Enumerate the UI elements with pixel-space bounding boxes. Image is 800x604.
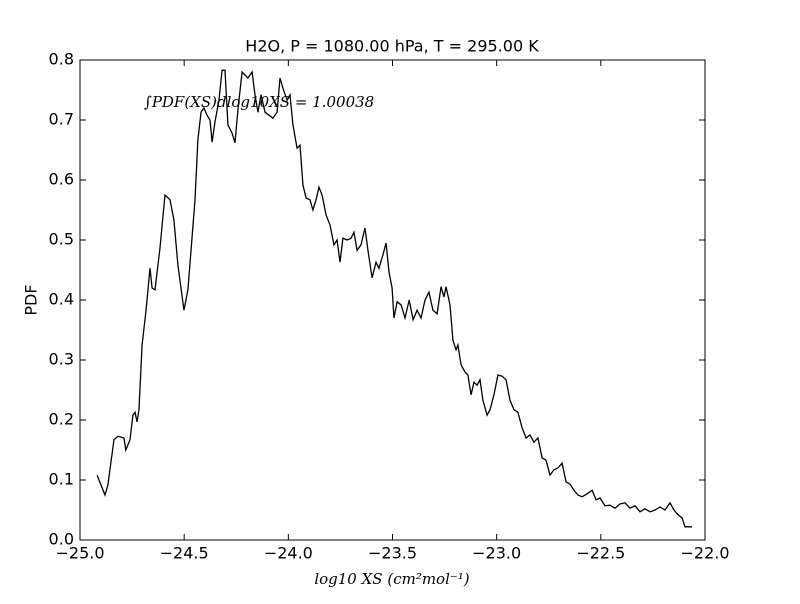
y-tick-label: 0.3 <box>49 350 74 369</box>
x-tick-label: −22.5 <box>576 544 625 563</box>
chart-title: H2O, P = 1080.00 hPa, T = 295.00 K <box>245 37 539 56</box>
x-tick-label: −24.0 <box>264 544 313 563</box>
y-tick-label: 0.1 <box>49 470 74 489</box>
y-tick-label: 0.7 <box>49 110 74 129</box>
x-tick-label: −24.5 <box>160 544 209 563</box>
y-axis-label: PDF <box>22 284 41 315</box>
x-tick-label: −22.0 <box>680 544 729 563</box>
data-line <box>96 69 693 528</box>
y-tick-label: 0.4 <box>49 290 74 309</box>
x-axis-label: log10 XS (cm²mol⁻¹) <box>314 570 469 588</box>
x-tick-label: −23.0 <box>472 544 521 563</box>
y-tick-label: 0.8 <box>49 50 74 69</box>
y-tick-label: 0.6 <box>49 170 74 189</box>
x-tick-label: −25.0 <box>55 544 104 563</box>
x-tick-label: −23.5 <box>368 544 417 563</box>
y-tick-label: 0.5 <box>49 230 74 249</box>
y-tick-label: 0.2 <box>49 410 74 429</box>
y-tick-label: 0.0 <box>49 530 74 549</box>
